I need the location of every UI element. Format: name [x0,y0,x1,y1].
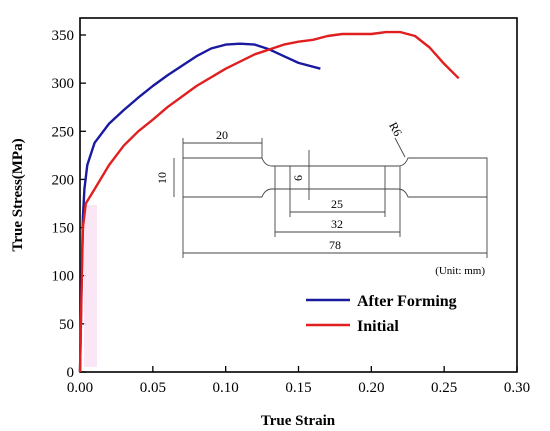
x-tick-label: 0.10 [213,380,239,396]
dim-label-6: 6 [291,175,305,181]
specimen-diagram [173,137,488,258]
dim-label-10: 10 [155,172,169,184]
y-tick-label: 150 [52,221,75,237]
dim-r6-leader [394,137,406,158]
initial-elastic-highlight [84,205,97,367]
legend-label-after-forming: After Forming [357,293,457,310]
y-axis-title: True Stress(MPa) [10,138,26,251]
axis-ticks [79,34,518,373]
series-line-after-forming [78,42,321,373]
x-tick-label: 0.25 [431,380,457,396]
y-tick-label: 100 [52,269,75,285]
y-tick-label: 350 [52,28,75,44]
dim-label-r6: R6 [386,120,405,139]
legend-label-initial: Initial [357,318,399,335]
x-tick-label: 0.00 [67,380,93,396]
y-tick-label: 250 [52,124,75,140]
series-lines [78,30,460,373]
x-tick-label: 0.20 [358,380,384,396]
series-line-initial [78,30,460,373]
dim-label-25: 25 [331,197,343,211]
x-tick-label: 0.30 [504,380,530,396]
y-tick-label: 50 [59,317,74,333]
dim-label-32: 32 [331,217,343,231]
specimen-dimension-labels: 20 R6 10 6 25 32 78 (Unit: mm) [155,120,485,277]
x-tick-label: 0.05 [140,380,166,396]
x-tick-label: 0.15 [285,380,311,396]
dim-label-20: 20 [216,128,228,142]
specimen-outline [182,157,488,198]
unit-label: (Unit: mm) [435,265,485,277]
dim-label-78: 78 [329,238,341,252]
axis-tick-labels: 0.00 0.05 0.10 0.15 0.20 0.25 0.30 0 50 100 150 200… [52,28,531,396]
y-tick-label: 200 [52,172,75,188]
y-tick-label: 0 [67,365,75,381]
legend: After Forming Initial [306,293,457,335]
y-tick-label: 300 [52,76,75,92]
x-axis-title: True Strain [261,413,336,429]
